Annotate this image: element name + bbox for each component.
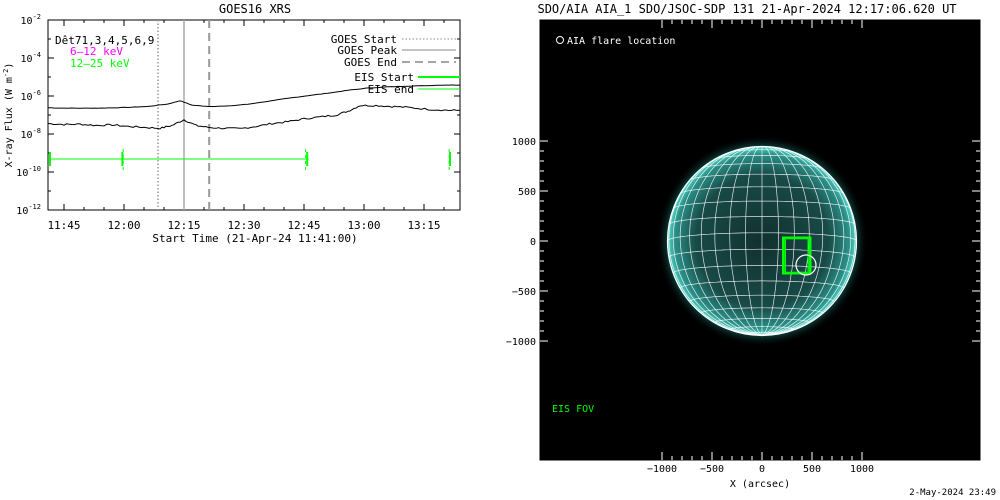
longitude-line (700, 146, 763, 336)
longitude-line (761, 146, 779, 336)
aia-title: SDO/AIA AIA_1 SDO/JSOC-SDP 131 21-Apr-20… (537, 2, 956, 16)
eis-fov-label: EIS FOV (552, 404, 594, 415)
x-tick-label: −1000 (647, 464, 677, 475)
legend-eis-end-label: EIS end (368, 83, 414, 96)
aia-panel: SDO/AIA AIA_1 SDO/JSOC-SDP 131 21-Apr-20… (506, 2, 981, 490)
longitude-line (714, 146, 763, 336)
goes-markers (157, 20, 211, 210)
y-tick-label: 1000 (512, 137, 536, 148)
goes-x-label: Start Time (21-Apr-24 11:41:00) (152, 232, 357, 245)
goes-title: GOES16 XRS (219, 2, 291, 16)
band-12-25-label: 12–25 keV (70, 57, 130, 70)
y-tick-label: 10-8 (21, 127, 41, 141)
aia-image (656, 135, 868, 347)
goes-legend: GOES Start GOES Peak GOES End EIS Start … (331, 33, 460, 96)
flare-legend-marker (556, 36, 564, 44)
y-tick-label: 10-12 (16, 203, 41, 217)
legend-goes-peak-label: GOES Peak (337, 44, 397, 57)
x-tick-label: 1000 (850, 464, 874, 475)
y-tick-label: 500 (518, 187, 536, 198)
aia-y-axis: 1000 500 0 −500 −1000 (506, 137, 980, 348)
band-6-12-label: 6–12 keV (70, 45, 123, 58)
eis-fov-rect (782, 236, 812, 275)
x-tick-label: 13:15 (407, 219, 440, 232)
x-tick-label: 11:45 (47, 219, 80, 232)
legend-goes-end-label: GOES End (344, 56, 397, 69)
y-tick-label: 10-6 (21, 89, 41, 103)
legend-goes-start-label: GOES Start (331, 33, 397, 46)
longitude-line (761, 149, 852, 336)
longitude-line (679, 147, 763, 336)
flare-legend-label: AIA flare location (567, 36, 675, 47)
x-tick-label: 0 (759, 464, 765, 475)
y-tick-label: 0 (530, 237, 536, 248)
x-tick-label: 500 (803, 464, 821, 475)
goes-y-label: X-ray Flux (W m-2) (2, 63, 15, 168)
longitude-line (761, 146, 824, 336)
aia-frame (539, 19, 981, 461)
goes-x-axis: 11:45 12:00 12:15 12:30 12:45 13:00 13:15 (47, 20, 445, 232)
x-tick-label: 12:00 (107, 219, 140, 232)
footer-date: 2-May-2024 23:49 (909, 488, 996, 498)
y-tick-label: 10-10 (16, 165, 41, 179)
longitude-line (761, 147, 845, 336)
y-tick-label: −500 (512, 287, 536, 298)
longitude-line (689, 146, 763, 336)
x-tick-label: 12:30 (227, 219, 260, 232)
y-tick-label: −1000 (506, 337, 536, 348)
longitude-line (761, 146, 835, 336)
x-tick-label: −500 (700, 464, 724, 475)
y-tick-label: 10-4 (21, 51, 41, 65)
flare-location-circle (795, 254, 817, 276)
series-12-25kev-line (48, 104, 461, 130)
x-tick-label: 12:45 (287, 219, 320, 232)
series-6-12kev-line (48, 84, 461, 109)
x-tick-label: 13:00 (347, 219, 380, 232)
longitude-line (729, 146, 763, 336)
eis-markers (49, 149, 451, 171)
x-tick-label: 12:15 (167, 219, 200, 232)
goes-panel: GOES16 XRS 10-2 10-4 10-6 10-8 10-10 10-12 11… (2, 2, 461, 245)
aia-x-axis: −1000 −500 0 500 1000 (647, 20, 874, 475)
goes-y-axis: 10-2 10-4 10-6 10-8 10-10 10-12 (16, 13, 460, 217)
longitude-line (672, 149, 763, 336)
detector-label: Dêt71,3,4,5,6,9 (55, 34, 154, 47)
legend-eis-start-label: EIS Start (354, 71, 414, 84)
longitude-line (745, 146, 763, 336)
solar-limb (666, 145, 858, 337)
y-tick-label: 10-2 (21, 13, 41, 27)
aia-x-label: X (arcsec) (730, 479, 790, 490)
